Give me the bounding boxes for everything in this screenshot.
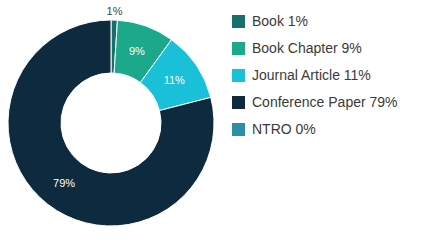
legend-swatch bbox=[232, 42, 245, 55]
legend-label: NTRO 0% bbox=[252, 121, 316, 137]
slice bbox=[8, 20, 214, 226]
legend-label: Conference Paper 79% bbox=[252, 94, 398, 110]
legend-label: Book Chapter 9% bbox=[252, 40, 362, 56]
legend-swatch bbox=[232, 123, 245, 136]
legend-swatch bbox=[232, 15, 245, 28]
legend: Book 1% Book Chapter 9% Journal Article 11… bbox=[232, 13, 398, 137]
slice bbox=[111, 20, 112, 73]
legend-label: Journal Article 11% bbox=[252, 67, 371, 83]
chart: 1% 9% 11% 79% Book 1% Book Chapter 9% Journal … bbox=[0, 0, 443, 246]
legend-swatch bbox=[232, 96, 245, 109]
slices bbox=[8, 20, 214, 226]
legend-label: Book 1% bbox=[252, 13, 308, 29]
legend-swatch bbox=[232, 69, 245, 82]
data-label: 11% bbox=[164, 74, 185, 86]
data-label: 9% bbox=[129, 45, 145, 57]
data-label: 79% bbox=[53, 177, 75, 189]
data-labels: 1% 9% 11% 79% bbox=[53, 5, 185, 189]
data-label: 1% bbox=[107, 5, 123, 17]
